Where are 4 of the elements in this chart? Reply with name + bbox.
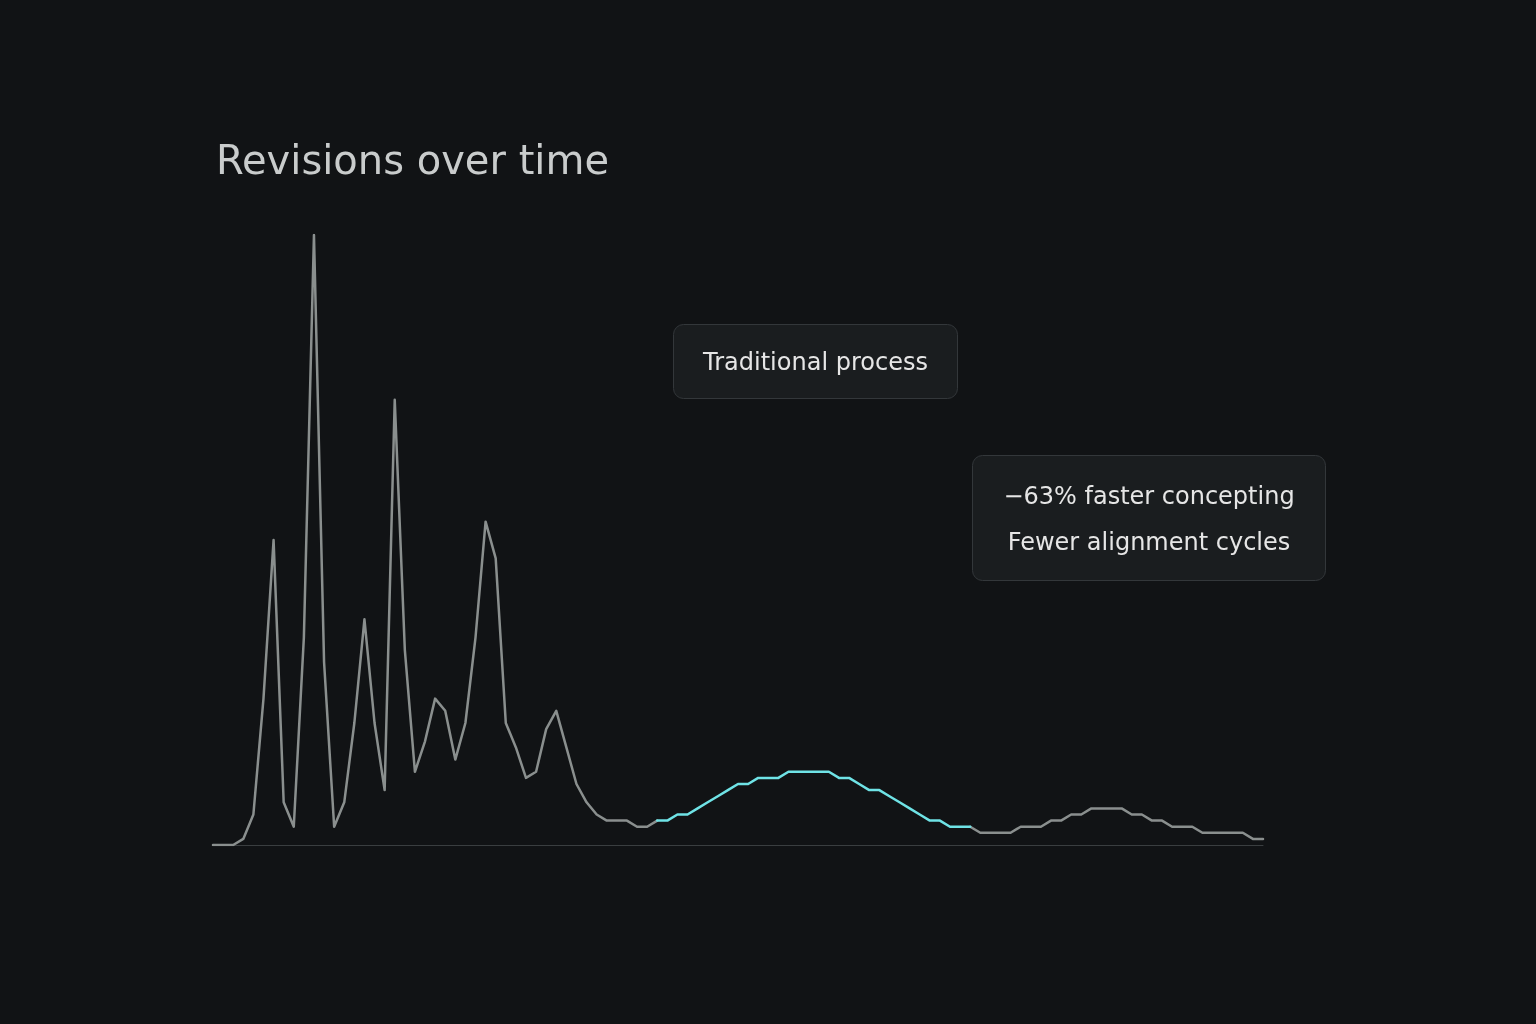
annotation: −63% faster concepting xyxy=(1003,481,1295,510)
annotation: Traditional process xyxy=(702,347,928,376)
chart-title: Revisions over time xyxy=(216,137,610,183)
annotation: Fewer alignment cycles xyxy=(1007,527,1291,556)
